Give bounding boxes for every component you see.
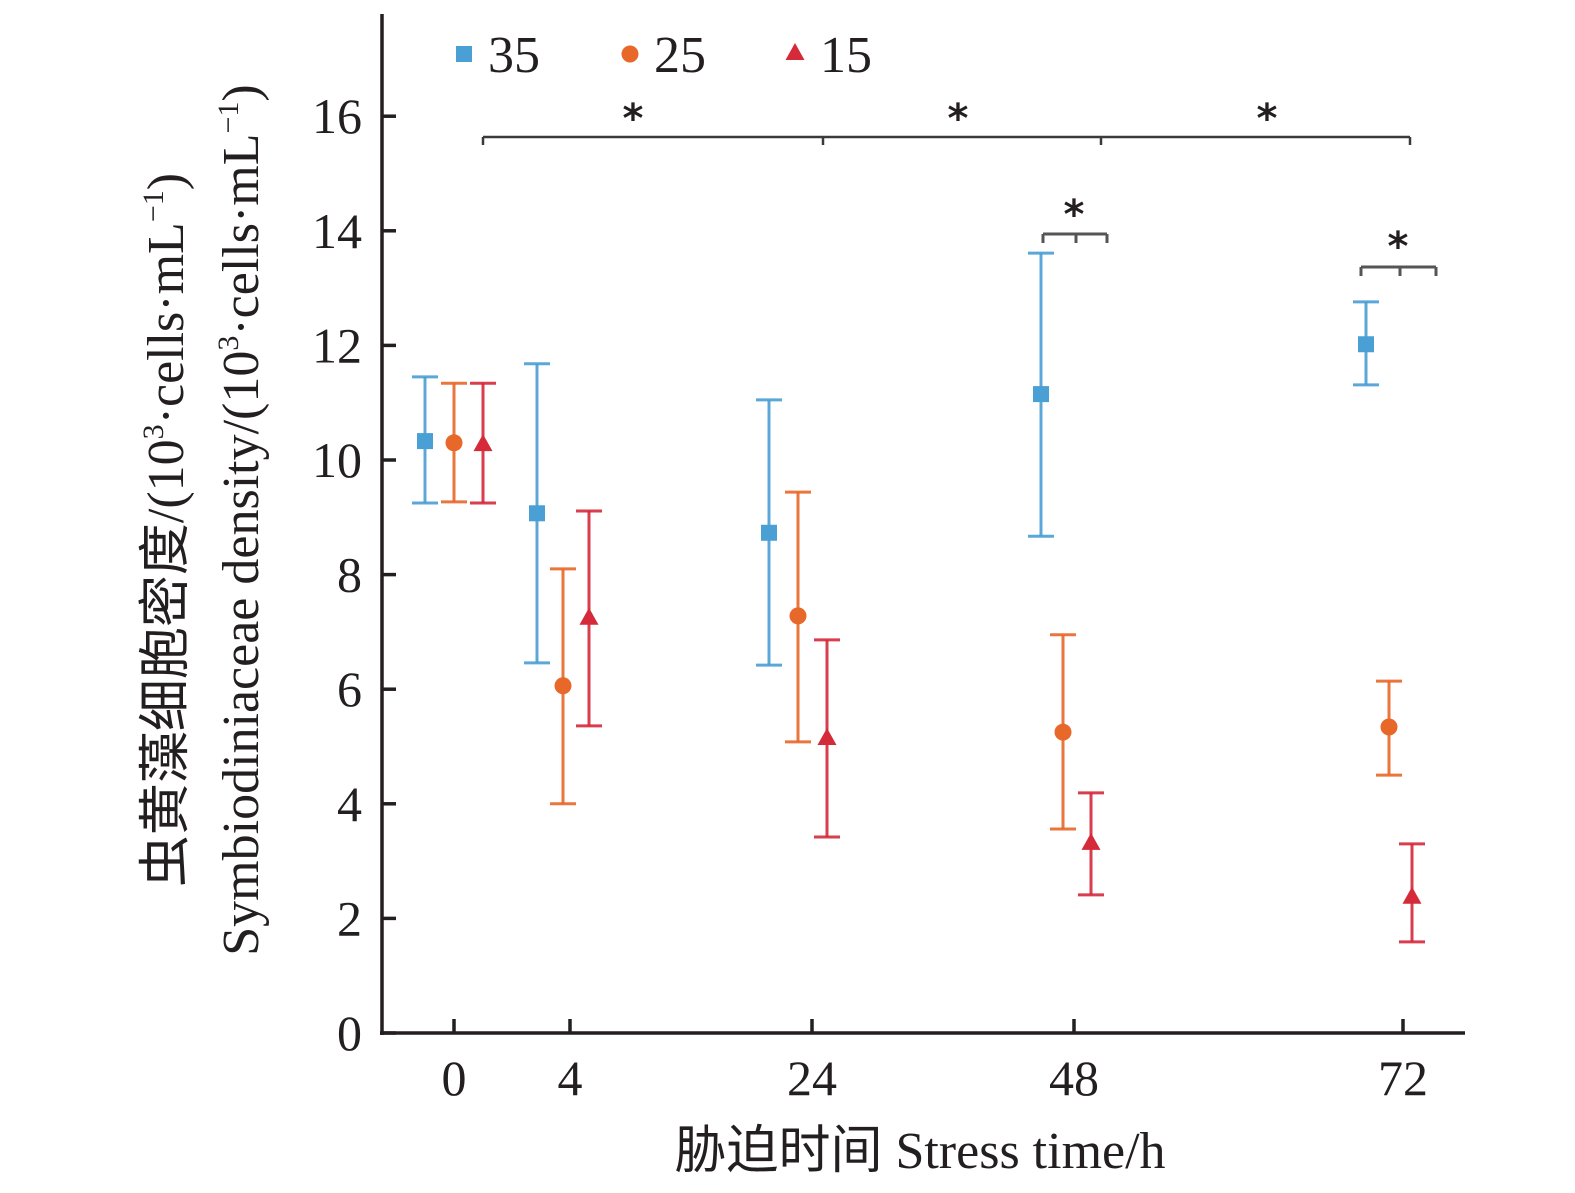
x-tick-label: 72 — [1378, 1050, 1428, 1106]
marker-circle — [789, 607, 807, 625]
significance-star: * — [1388, 224, 1409, 270]
y-axis-title-cn: 虫黄藻细胞密度/(103·cells·mL−1) — [137, 173, 195, 887]
series-group — [412, 251, 1425, 944]
significance-star: * — [1257, 96, 1278, 142]
y-tick-label: 10 — [312, 432, 362, 488]
y-tick-label: 6 — [337, 661, 362, 717]
y-tick-label: 8 — [337, 547, 362, 603]
marker-square — [417, 433, 433, 450]
legend-item-15: 15 — [785, 27, 872, 84]
y-ticks: 0 2 4 6 8 10 12 14 16 — [312, 88, 396, 1061]
significance-star: * — [623, 96, 644, 142]
legend-label: 15 — [820, 27, 872, 84]
marker-circle — [1380, 718, 1398, 736]
legend-label: 25 — [654, 27, 706, 84]
y-tick-label: 0 — [337, 1005, 362, 1061]
x-tick-label: 24 — [787, 1050, 837, 1106]
significance-star: * — [948, 96, 969, 142]
y-tick-label: 16 — [312, 88, 362, 144]
series-25 — [441, 381, 1402, 831]
y-tick-label: 12 — [312, 317, 362, 373]
x-tick-label: 0 — [442, 1050, 467, 1106]
marker-square — [1358, 336, 1374, 353]
legend: 35 25 15 — [456, 27, 872, 84]
marker-triangle — [473, 434, 493, 452]
marker-circle — [445, 434, 463, 452]
y-axis-title: 虫黄藻细胞密度/(103·cells·mL−1) Symbiodiniaceae… — [137, 84, 270, 955]
significance-brackets: * * * * * — [481, 96, 1438, 276]
x-ticks: 0 4 24 48 72 — [442, 1019, 1428, 1106]
marker-square — [529, 505, 545, 522]
marker-triangle — [785, 43, 805, 60]
marker-triangle — [1081, 832, 1101, 850]
x-tick-label: 48 — [1049, 1050, 1099, 1106]
significance-star: * — [1064, 192, 1085, 238]
legend-label: 35 — [488, 27, 540, 84]
marker-square — [1033, 386, 1049, 403]
y-tick-label: 4 — [337, 776, 362, 832]
legend-item-25: 25 — [621, 27, 706, 84]
marker-triangle — [1402, 886, 1422, 904]
x-axis-title: 胁迫时间 Stress time/h — [674, 1123, 1165, 1180]
axes — [380, 14, 1465, 1035]
legend-item-35: 35 — [456, 27, 540, 84]
marker-square — [761, 524, 777, 541]
marker-circle — [621, 45, 639, 63]
y-tick-label: 14 — [312, 203, 362, 259]
marker-square — [456, 46, 472, 62]
marker-circle — [1054, 723, 1072, 741]
x-tick-label: 4 — [558, 1050, 583, 1106]
marker-triangle — [817, 728, 837, 746]
series-15 — [470, 381, 1425, 944]
series-35 — [412, 251, 1379, 667]
marker-triangle — [579, 607, 599, 625]
marker-circle — [554, 677, 572, 695]
y-axis-title-en: Symbiodiniaceae density/(103·cells·mL−1) — [212, 84, 270, 955]
y-tick-label: 2 — [337, 890, 362, 946]
